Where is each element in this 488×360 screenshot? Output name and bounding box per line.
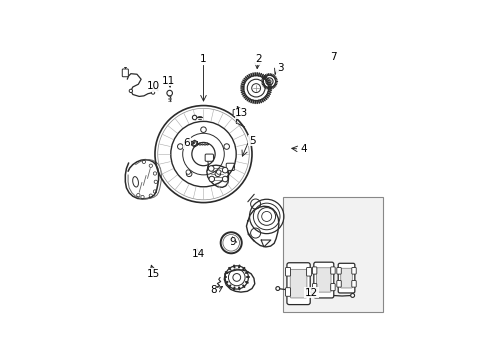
Circle shape	[222, 176, 227, 182]
Text: 8: 8	[209, 285, 216, 296]
FancyBboxPatch shape	[340, 268, 352, 288]
Circle shape	[151, 91, 154, 94]
FancyBboxPatch shape	[316, 268, 330, 292]
Circle shape	[208, 176, 214, 182]
FancyBboxPatch shape	[286, 263, 309, 305]
FancyBboxPatch shape	[233, 109, 239, 117]
FancyBboxPatch shape	[351, 280, 355, 287]
Circle shape	[177, 144, 183, 149]
FancyBboxPatch shape	[313, 262, 333, 298]
FancyBboxPatch shape	[205, 154, 213, 161]
Circle shape	[192, 115, 197, 120]
Bar	[283, 197, 382, 312]
FancyBboxPatch shape	[336, 280, 341, 287]
Text: 11: 11	[162, 76, 175, 86]
FancyBboxPatch shape	[338, 263, 354, 293]
Circle shape	[222, 167, 227, 173]
Text: 3: 3	[276, 63, 283, 73]
FancyBboxPatch shape	[226, 163, 234, 170]
Text: 2: 2	[254, 54, 261, 64]
FancyBboxPatch shape	[312, 267, 316, 274]
Text: 1: 1	[200, 54, 206, 64]
FancyBboxPatch shape	[285, 267, 290, 276]
Circle shape	[350, 293, 354, 297]
Circle shape	[215, 171, 220, 177]
FancyBboxPatch shape	[330, 284, 334, 291]
Circle shape	[208, 166, 214, 171]
Text: 5: 5	[248, 136, 255, 146]
Text: 10: 10	[146, 81, 159, 91]
FancyBboxPatch shape	[285, 288, 290, 296]
Circle shape	[200, 127, 206, 132]
FancyBboxPatch shape	[312, 284, 316, 291]
FancyBboxPatch shape	[330, 267, 334, 274]
Circle shape	[166, 90, 172, 96]
Text: 4: 4	[299, 144, 306, 154]
Text: 15: 15	[146, 269, 160, 279]
Text: 6: 6	[183, 138, 190, 148]
Circle shape	[185, 170, 190, 174]
FancyBboxPatch shape	[336, 267, 341, 274]
FancyBboxPatch shape	[306, 267, 311, 276]
Ellipse shape	[132, 177, 138, 187]
Circle shape	[275, 287, 279, 291]
FancyBboxPatch shape	[122, 69, 128, 77]
Text: 14: 14	[191, 249, 204, 259]
Text: 9: 9	[229, 237, 235, 247]
Text: 7: 7	[330, 51, 336, 62]
Circle shape	[224, 144, 229, 149]
FancyBboxPatch shape	[290, 269, 306, 298]
FancyBboxPatch shape	[351, 267, 355, 274]
FancyBboxPatch shape	[306, 288, 311, 296]
Circle shape	[216, 170, 221, 174]
Circle shape	[129, 89, 132, 93]
Text: 12: 12	[305, 288, 318, 298]
Circle shape	[186, 171, 191, 177]
Text: 13: 13	[235, 108, 248, 118]
